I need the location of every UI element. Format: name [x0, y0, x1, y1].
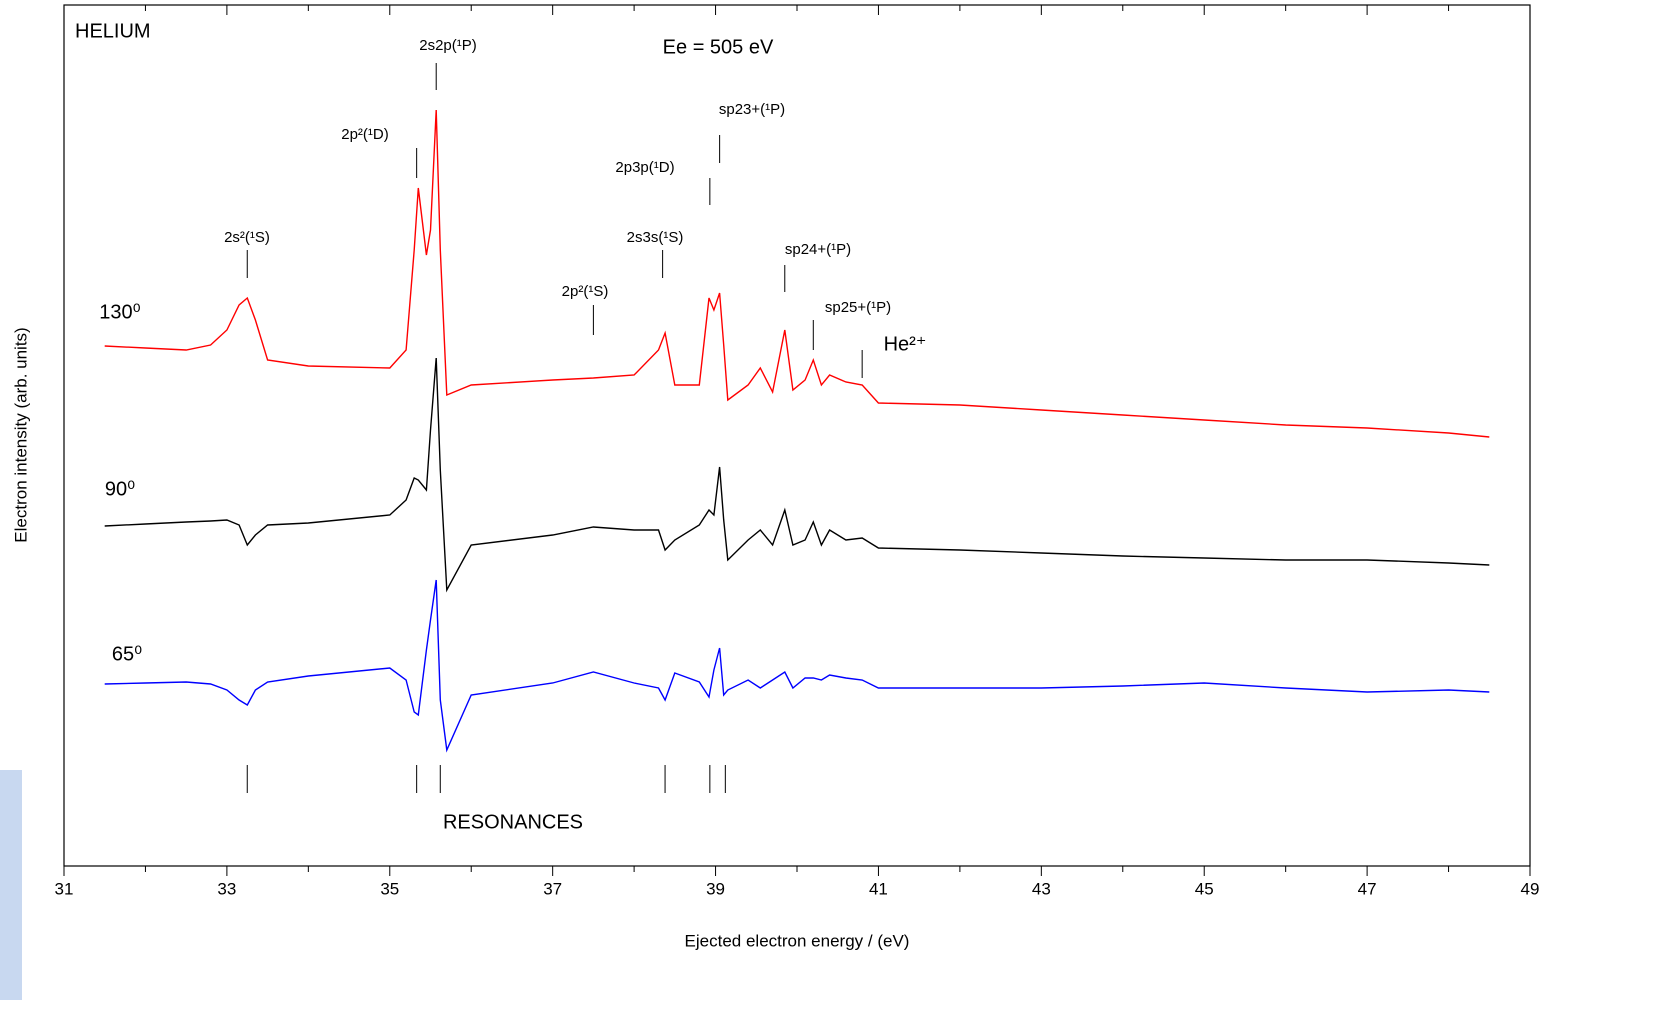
- x-tick-label: 49: [1521, 879, 1540, 898]
- x-tick-label: 37: [543, 879, 562, 898]
- annotation-label: sp24+(¹P): [785, 241, 851, 258]
- x-tick-label: 43: [1032, 879, 1051, 898]
- series-line: [104, 357, 1490, 593]
- annotation-label: 2s²(¹S): [224, 229, 270, 246]
- series-label: 90⁰: [105, 478, 135, 500]
- annotation-label: 2s3s(¹S): [627, 229, 684, 246]
- plot-frame: [63, 4, 1531, 867]
- annotation-label: 2p3p(¹D): [615, 159, 674, 176]
- resonances-label: RESONANCES: [443, 811, 583, 833]
- chart-title: HELIUM: [75, 20, 151, 42]
- annotation-label: He²⁺: [884, 333, 927, 355]
- series-label: 65⁰: [112, 643, 142, 665]
- series-line: [104, 109, 1490, 438]
- x-tick-label: 39: [706, 879, 725, 898]
- x-tick-label: 33: [217, 879, 236, 898]
- annotation-label: 2p²(¹D): [341, 126, 389, 143]
- series-label: 130⁰: [99, 301, 140, 323]
- y-axis-label: Electron intensity (arb. units): [11, 327, 30, 542]
- x-tick-label: 35: [380, 879, 399, 898]
- x-tick-label: 45: [1195, 879, 1214, 898]
- x-tick-label: 31: [55, 879, 74, 898]
- x-tick-label: 41: [869, 879, 888, 898]
- series-line: [104, 579, 1490, 753]
- x-tick-label: 47: [1358, 879, 1377, 898]
- annotation-label: sp25+(¹P): [825, 299, 891, 316]
- annotation-label: 2p²(¹S): [562, 283, 609, 300]
- thumbnail-artifact: [0, 770, 22, 1000]
- chart-subtitle: Ee = 505 eV: [663, 36, 774, 58]
- x-axis-label: Ejected electron energy / (eV): [685, 931, 910, 950]
- annotation-label: sp23+(¹P): [719, 101, 785, 118]
- annotation-label: 2s2p(¹P): [419, 37, 477, 54]
